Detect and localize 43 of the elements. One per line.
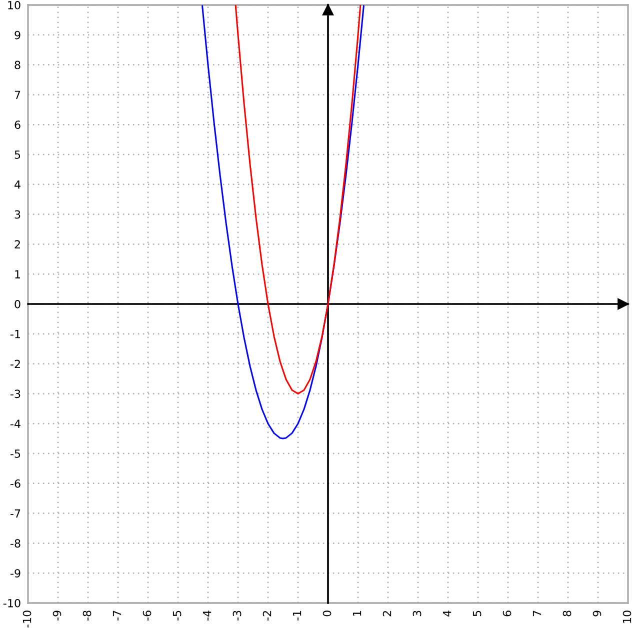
y-tick-label: 10 xyxy=(8,0,20,10)
y-tick-label: -4 xyxy=(10,420,20,428)
x-tick-label: 4 xyxy=(442,610,452,616)
x-tick-label: -9 xyxy=(52,610,62,620)
y-tick-label: -8 xyxy=(10,539,20,548)
y-tick-label: 2 xyxy=(14,240,20,248)
y-tick-label: -1 xyxy=(10,330,20,338)
x-tick-label: -5 xyxy=(172,610,182,620)
x-tick-label: 2 xyxy=(382,611,392,616)
x-tick-label: 8 xyxy=(562,610,572,616)
y-tick-label: 7 xyxy=(14,90,20,99)
x-tick-label: 1 xyxy=(352,610,362,616)
y-tick-label: -3 xyxy=(10,390,20,398)
y-tick-label: 9 xyxy=(14,30,20,40)
x-tick-label: 7 xyxy=(532,610,542,616)
x-tick-label: -7 xyxy=(112,610,122,620)
y-tick-label: -10 xyxy=(3,598,20,608)
x-tick-label: 10 xyxy=(622,610,632,623)
y-tick-label: 1 xyxy=(15,270,20,278)
y-tick-label: 3 xyxy=(14,210,20,219)
y-tick-label: -2 xyxy=(10,360,20,368)
y-tick-label: 5 xyxy=(14,150,20,159)
x-tick-label: -8 xyxy=(82,610,92,620)
y-tick-label: -5 xyxy=(10,450,20,458)
x-tick-label: 3 xyxy=(412,610,422,616)
x-tick-label: -4 xyxy=(202,610,212,620)
x-tick-label: 9 xyxy=(592,610,602,616)
x-tick-label: -2 xyxy=(262,611,272,620)
y-tick-label: 4 xyxy=(14,180,20,189)
y-tick-label: -9 xyxy=(10,569,20,578)
y-tick-label: 6 xyxy=(14,120,20,129)
y-tick-label: -7 xyxy=(10,509,20,518)
x-tick-label: -3 xyxy=(232,610,242,620)
line-series xyxy=(202,5,364,440)
x-tick-label: 0 xyxy=(322,610,332,616)
line-series xyxy=(234,5,362,394)
x-tick-label: -1 xyxy=(292,610,302,620)
x-tick-label: 6 xyxy=(502,610,512,616)
x-tick-label: 5 xyxy=(472,610,482,616)
x-tick-label: -6 xyxy=(142,610,152,620)
y-tick-label: -6 xyxy=(10,479,20,488)
y-tick-label: 0 xyxy=(14,300,20,308)
y-tick-label: 8 xyxy=(14,60,20,70)
